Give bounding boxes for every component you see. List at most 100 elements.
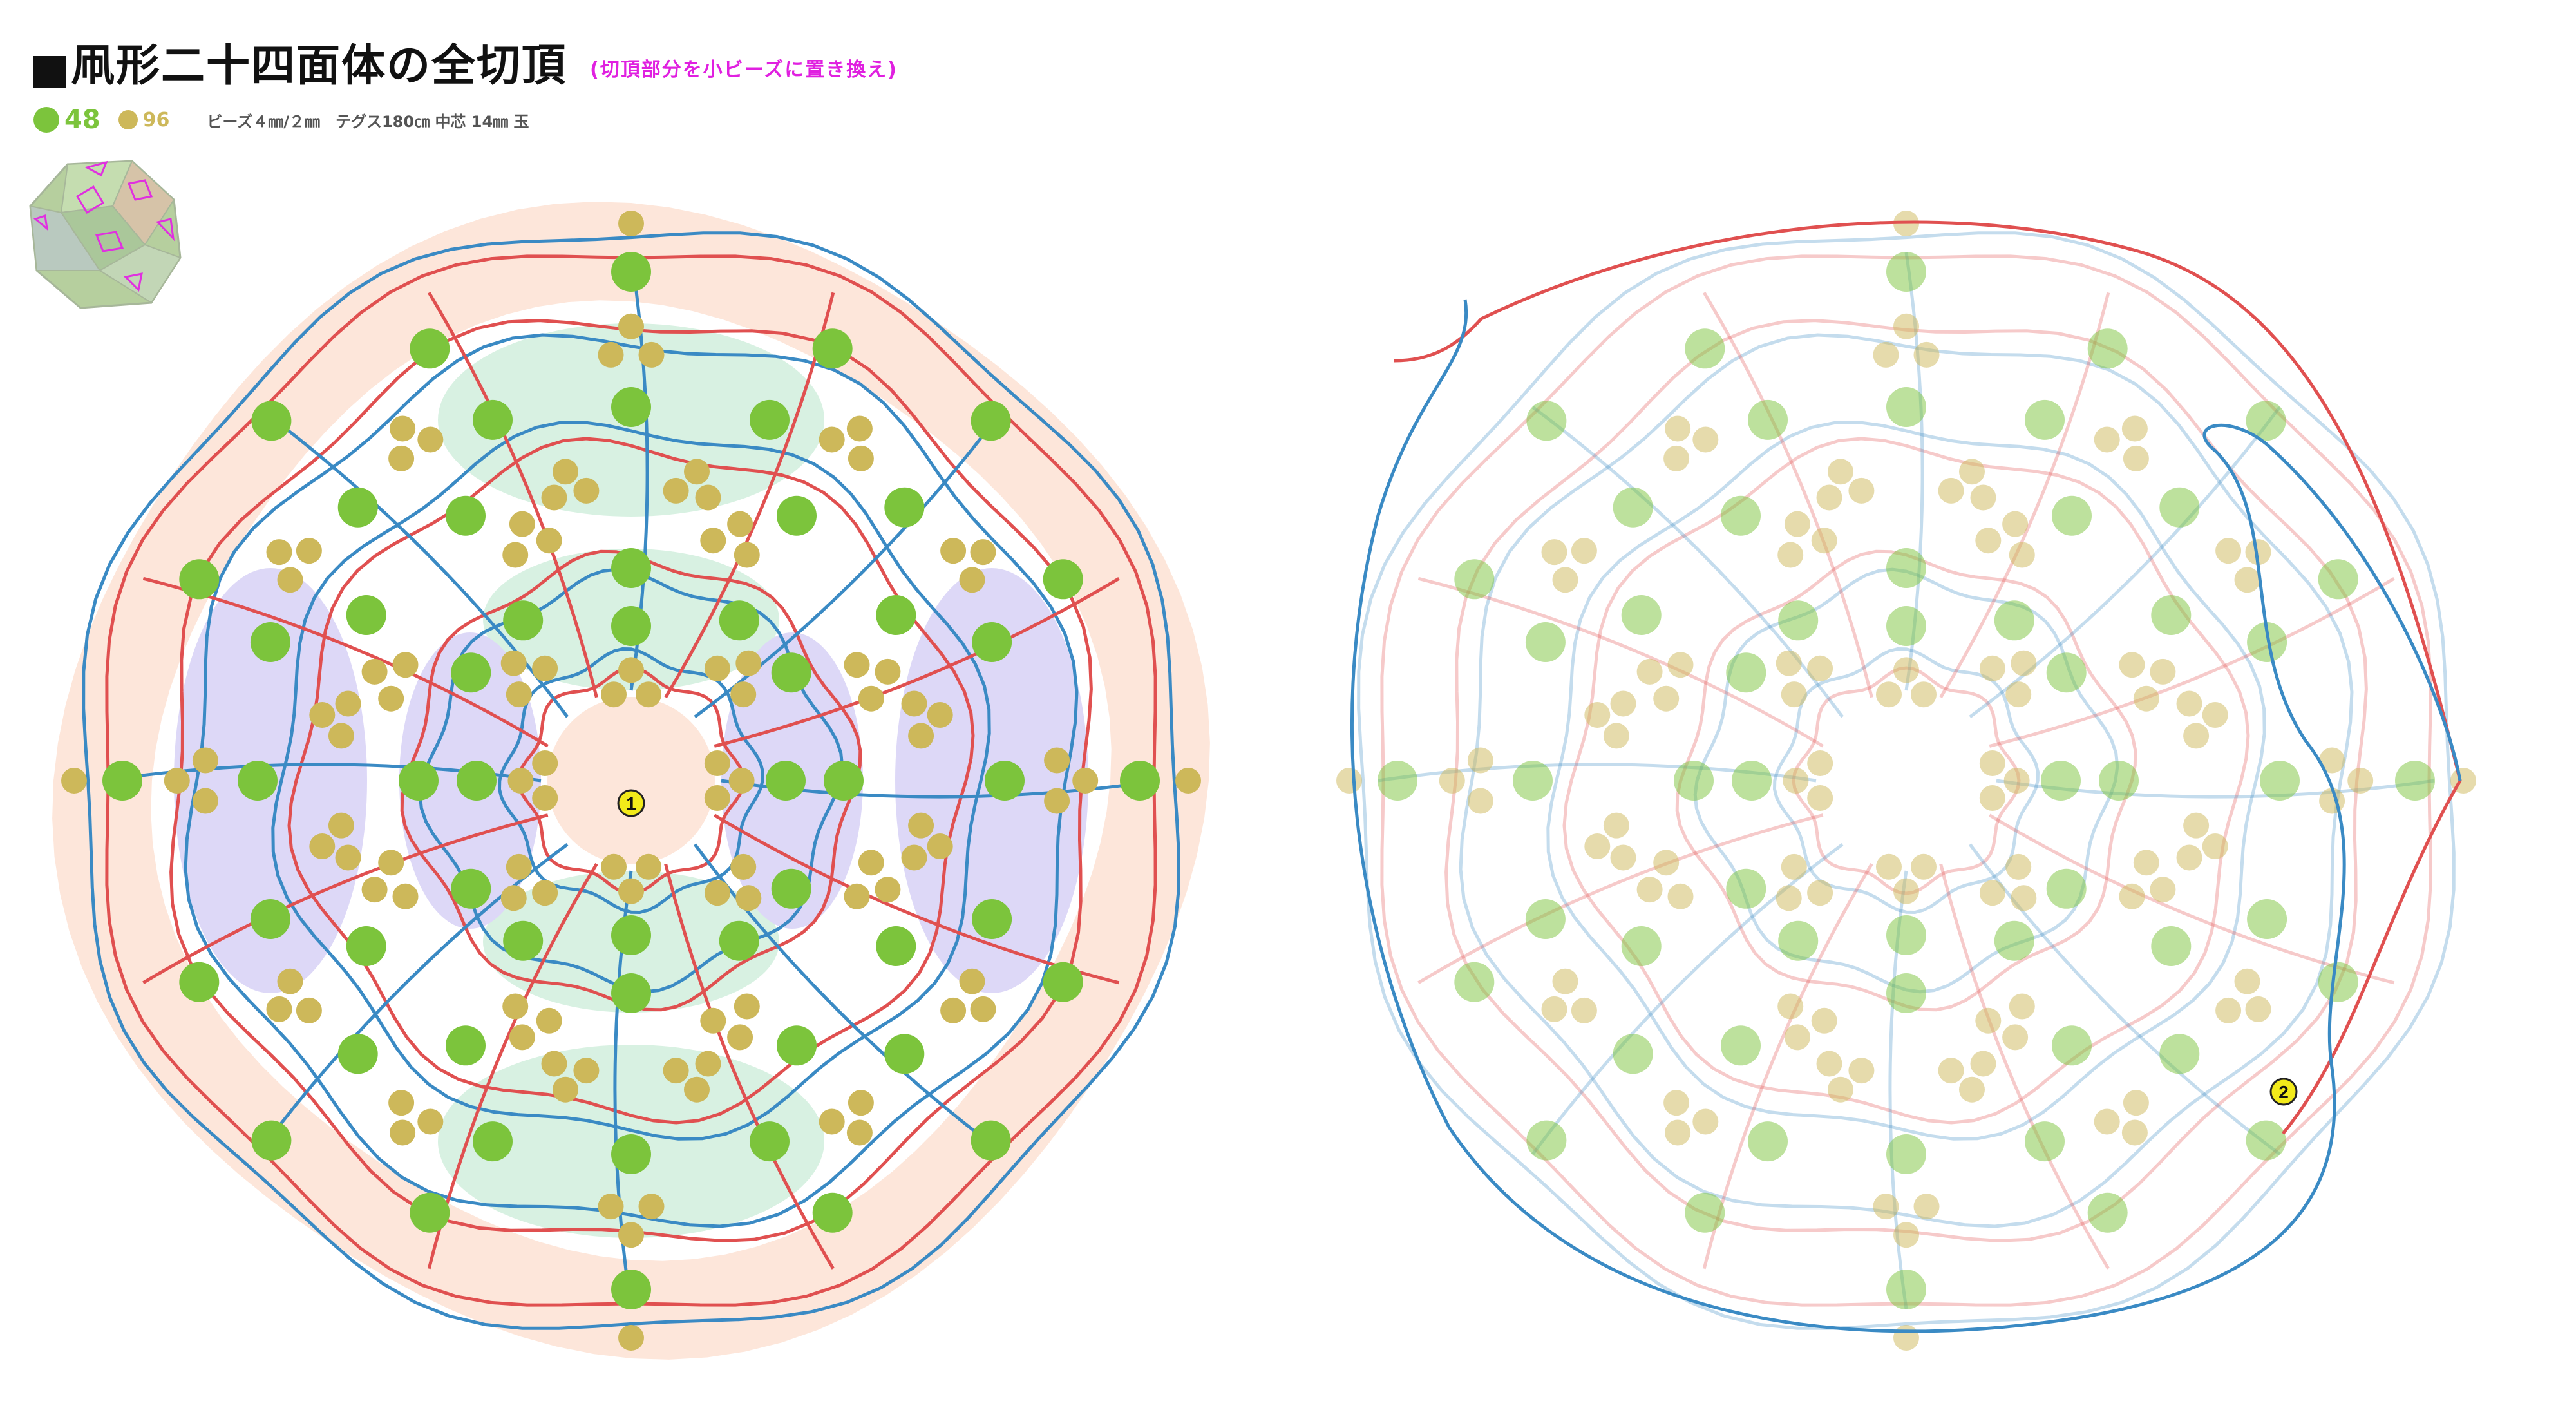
large-bead [2046, 868, 2087, 909]
small-bead [1667, 652, 1694, 678]
large-bead [1043, 962, 1083, 1002]
small-bead [819, 426, 845, 453]
small-bead [1603, 812, 1629, 839]
small-bead [1541, 996, 1567, 1022]
legend: 48 96 ビーズ４㎜/２㎜ テグス180㎝ 中芯 14㎜ 玉 [33, 105, 898, 135]
small-bead [328, 723, 354, 749]
small-bead [1959, 459, 1985, 485]
small-bead [361, 877, 388, 903]
small-bead [1911, 681, 1937, 708]
small-bead [509, 1024, 535, 1051]
small-bead [1975, 1007, 2002, 1034]
large-bead [876, 595, 916, 635]
small-bead [2202, 702, 2228, 728]
small-bead [1571, 997, 1597, 1023]
small-bead [727, 511, 753, 537]
small-bead [392, 883, 419, 909]
small-bead-count: 96 [142, 108, 170, 131]
small-bead [1893, 313, 1919, 339]
thread [82, 231, 1180, 1330]
small-bead [638, 341, 665, 368]
small-bead [819, 1108, 845, 1135]
small-bead [573, 1058, 600, 1084]
spoke-thread [1417, 813, 1824, 984]
large-bead [410, 328, 450, 369]
large-bead [1886, 387, 1926, 427]
large-bead [2025, 1121, 2065, 1162]
small-bead [734, 993, 760, 1020]
large-bead [1513, 761, 1553, 801]
large-bead [2159, 487, 2200, 528]
small-bead [507, 768, 534, 794]
small-bead [2003, 768, 2030, 794]
large-bead [611, 1270, 651, 1309]
small-bead [908, 723, 934, 749]
spoke-thread [694, 406, 1006, 719]
small-bead [266, 996, 292, 1022]
large-bead [1621, 595, 1662, 635]
large-bead [1994, 920, 2034, 961]
small-bead [392, 652, 419, 678]
large-bead [451, 868, 491, 909]
small-bead [618, 211, 644, 236]
small-bead [1781, 853, 1807, 880]
large-bead [2246, 1120, 2286, 1161]
step-marker-circle [2269, 1078, 2298, 1106]
small-bead [2094, 426, 2120, 453]
large-bead [2246, 401, 2286, 441]
small-bead [2202, 833, 2228, 859]
small-bead [2133, 685, 2159, 712]
small-bead [601, 681, 627, 708]
large-bead [446, 1025, 486, 1066]
small-bead [940, 997, 967, 1023]
small-bead [2005, 681, 2032, 708]
small-bead [1665, 415, 1691, 442]
step-marker-step2: 2 [2269, 1078, 2298, 1106]
large-bead [1886, 1134, 1926, 1174]
small-bead [335, 844, 361, 871]
small-bead [636, 681, 661, 708]
large-bead [250, 622, 290, 662]
spoke-thread [693, 843, 1006, 1155]
small-bead [728, 768, 755, 794]
large-bead [611, 1134, 651, 1174]
small-bead [1663, 445, 1690, 471]
small-bead [500, 885, 527, 911]
large-bead [1886, 548, 1926, 588]
small-bead [1610, 844, 1636, 871]
small-bead [1811, 528, 1837, 554]
small-bead [1893, 657, 1919, 683]
small-bead [1979, 785, 2005, 811]
small-bead [618, 1325, 644, 1351]
small-bead [730, 681, 757, 708]
small-bead [730, 853, 757, 880]
small-bead [388, 445, 415, 471]
large-bead [457, 761, 497, 801]
small-bead [1783, 768, 1809, 794]
small-bead [500, 650, 527, 676]
small-bead [2150, 877, 2176, 903]
large-bead [884, 487, 925, 528]
small-bead [1811, 1007, 1837, 1034]
large-bead [1378, 761, 1417, 801]
small-bead [2215, 997, 2242, 1023]
large-bead [1886, 252, 1926, 292]
spoke-thread [1531, 406, 1844, 718]
small-bead [684, 459, 710, 485]
small-bead [1975, 528, 2002, 554]
large-bead [1621, 926, 1662, 966]
small-bead [2121, 415, 2148, 442]
small-bead [858, 850, 884, 876]
small-bead [727, 1024, 753, 1051]
large-bead [1685, 328, 1725, 369]
large-bead [346, 926, 386, 966]
small-bead [296, 538, 322, 564]
right-diagram: 2 [1336, 211, 2476, 1351]
large-bead [2099, 761, 2139, 801]
large-bead [2151, 595, 2192, 635]
small-bead [417, 426, 444, 453]
small-bead [335, 690, 361, 717]
large-bead [337, 1034, 378, 1074]
small-bead [901, 690, 927, 717]
